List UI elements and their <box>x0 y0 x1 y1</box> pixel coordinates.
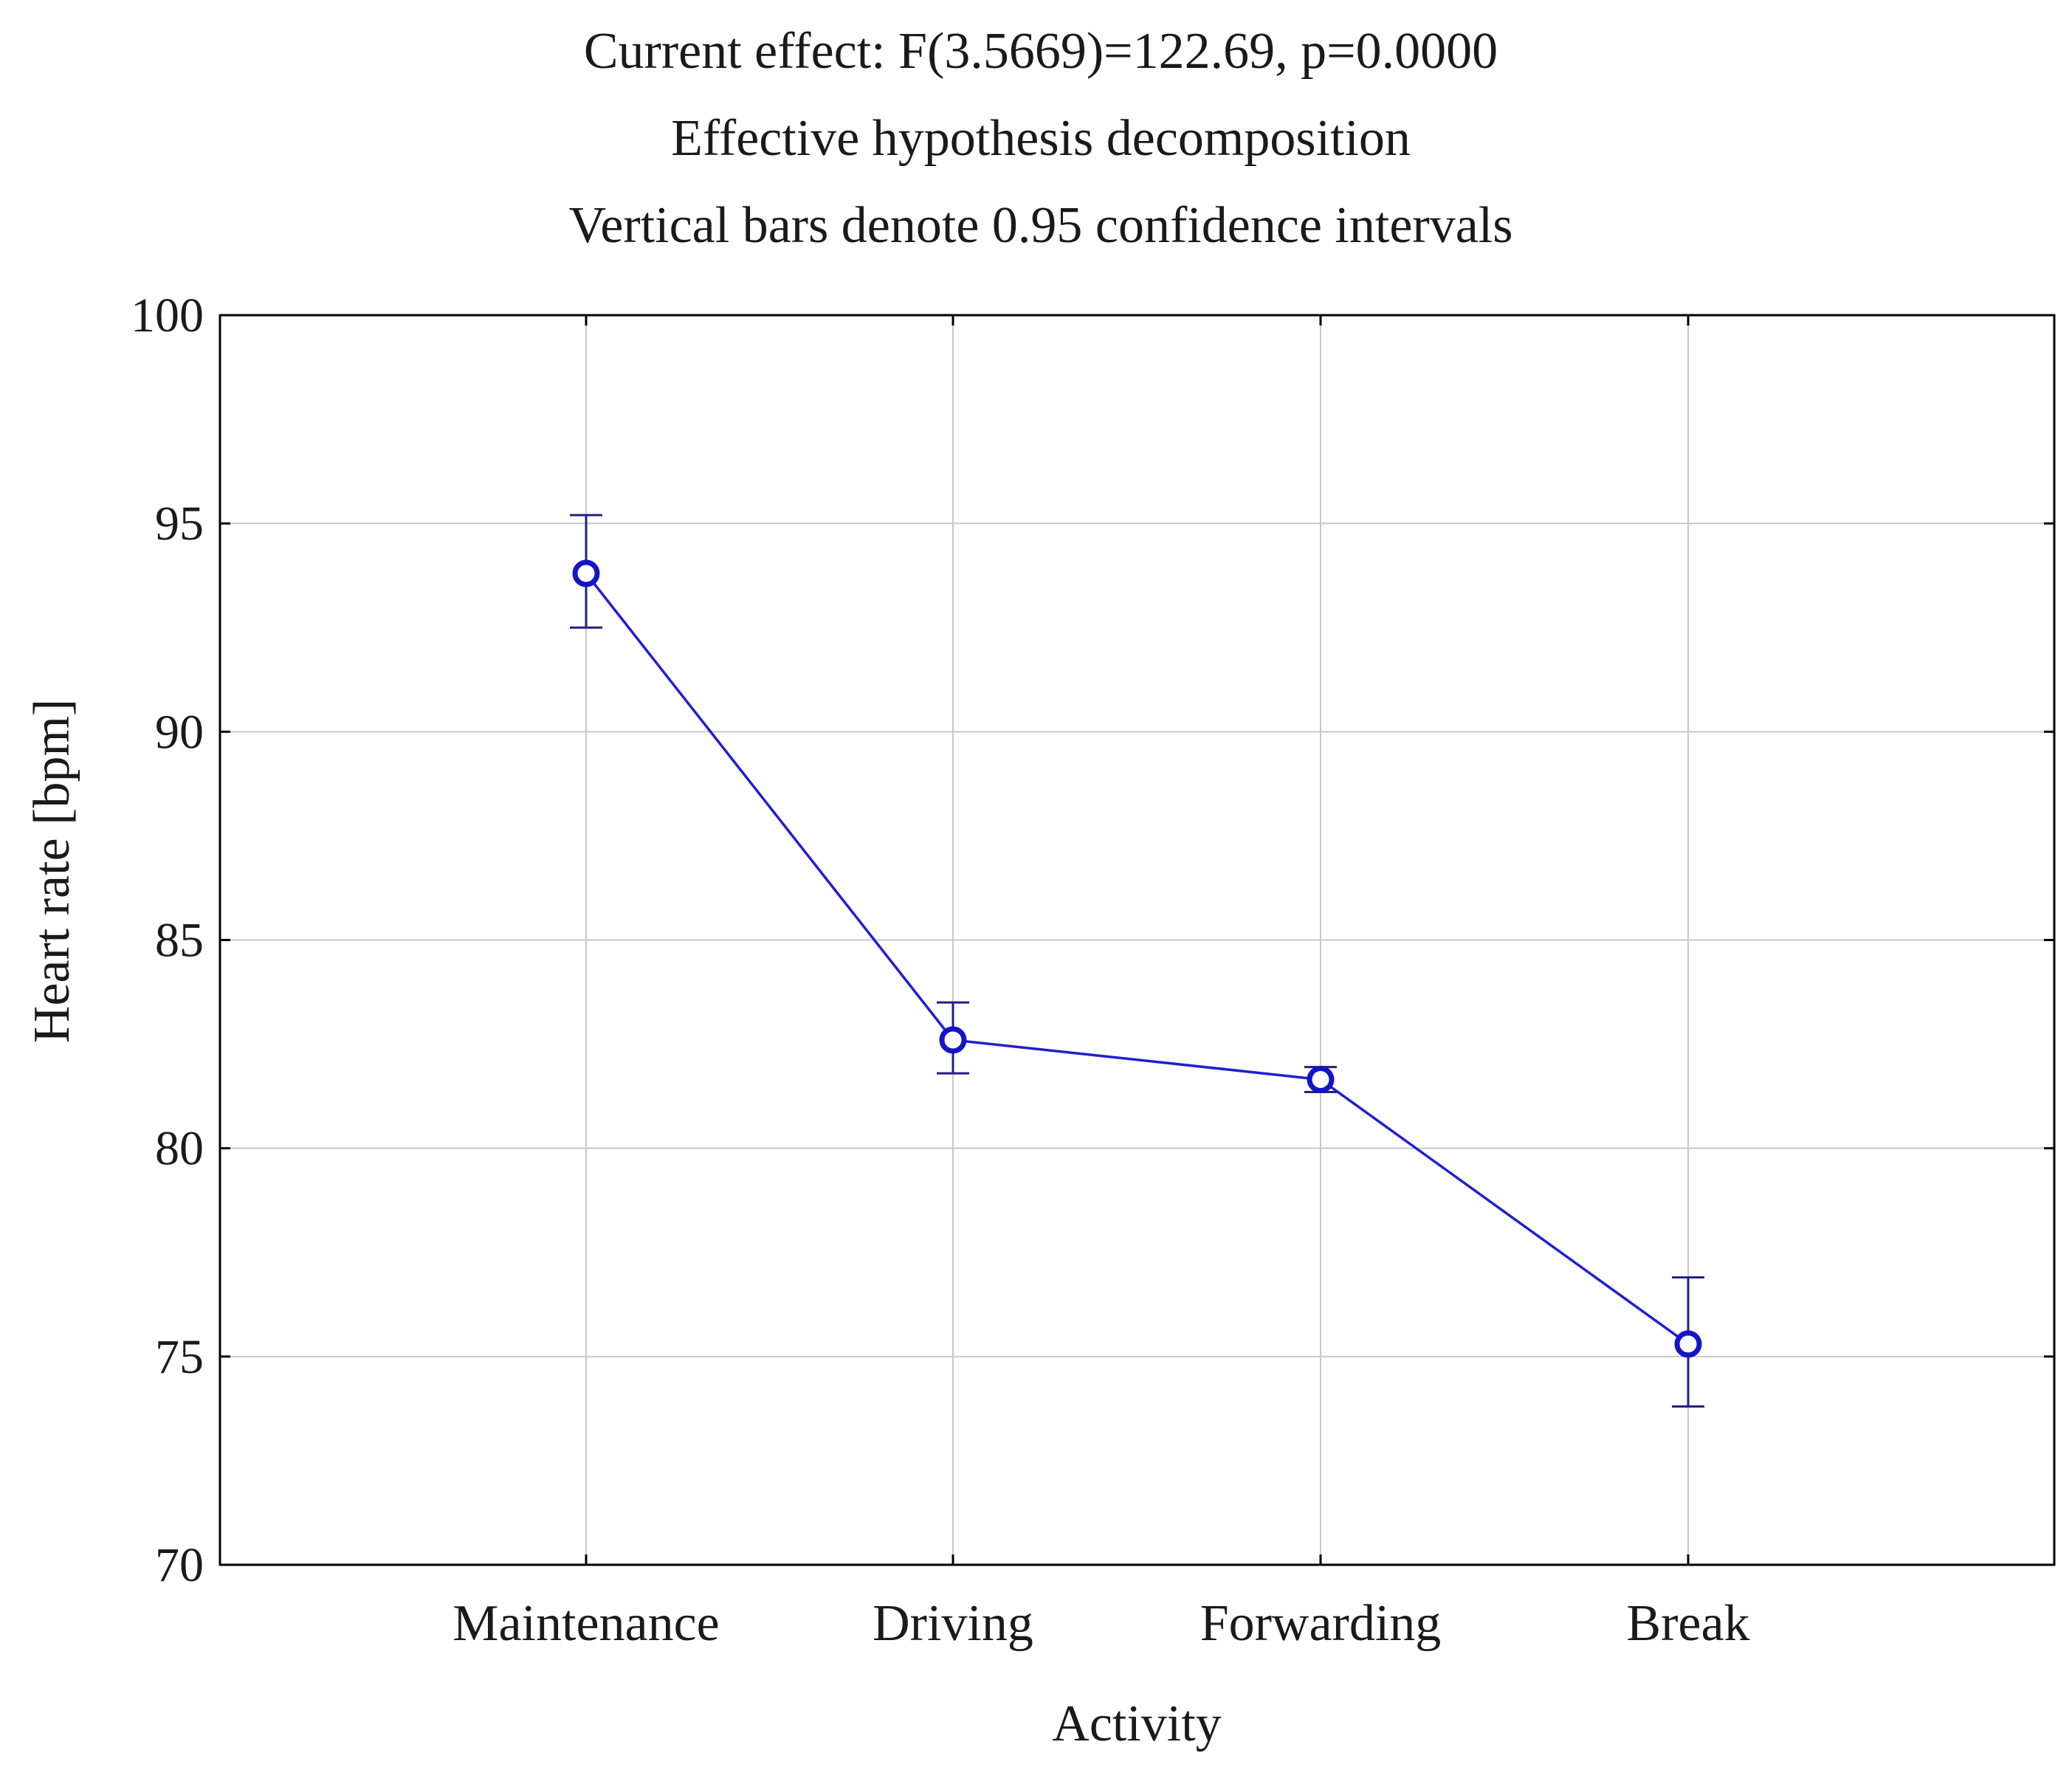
y-tick-label-100: 100 <box>131 289 204 342</box>
grid-lines <box>220 315 2054 1565</box>
y-tick-label-85: 85 <box>155 914 204 968</box>
x-axis-title: Activity <box>1052 1695 1221 1752</box>
y-tick-label-70: 70 <box>155 1538 204 1592</box>
data-point-driving <box>939 1026 967 1054</box>
data-point-break <box>1674 1330 1702 1358</box>
y-axis-title: Heart rate [bpm] <box>24 699 80 1043</box>
x-tick-labels: Maintenance Driving Forwarding Break <box>452 1595 1749 1652</box>
axes <box>218 314 2056 1566</box>
y-tick-label-75: 75 <box>155 1330 204 1384</box>
y-tick-labels: 70 75 80 85 90 95 100 <box>131 289 204 1592</box>
data-point-maintenance <box>572 559 600 588</box>
title-line-2: Effective hypothesis decomposition <box>671 110 1411 167</box>
x-tick-label-break: Break <box>1626 1595 1749 1652</box>
x-tick-label-maintenance: Maintenance <box>452 1595 719 1652</box>
title-line-3: Vertical bars denote 0.95 confidence int… <box>569 197 1513 254</box>
data-point-forwarding <box>1307 1066 1335 1094</box>
series-line <box>585 572 1690 1346</box>
y-tick-label-95: 95 <box>155 497 204 551</box>
plot-frame <box>218 314 2056 1566</box>
y-tick-label-90: 90 <box>155 705 204 759</box>
y-tick-label-80: 80 <box>155 1122 204 1176</box>
chart-title: Current effect: F(3.5669)=122.69, p=0.00… <box>569 23 1513 254</box>
x-tick-label-driving: Driving <box>872 1595 1033 1652</box>
x-tick-label-forwarding: Forwarding <box>1200 1595 1442 1652</box>
title-line-1: Current effect: F(3.5669)=122.69, p=0.00… <box>584 23 1498 80</box>
series-heart-rate <box>570 514 1704 1408</box>
